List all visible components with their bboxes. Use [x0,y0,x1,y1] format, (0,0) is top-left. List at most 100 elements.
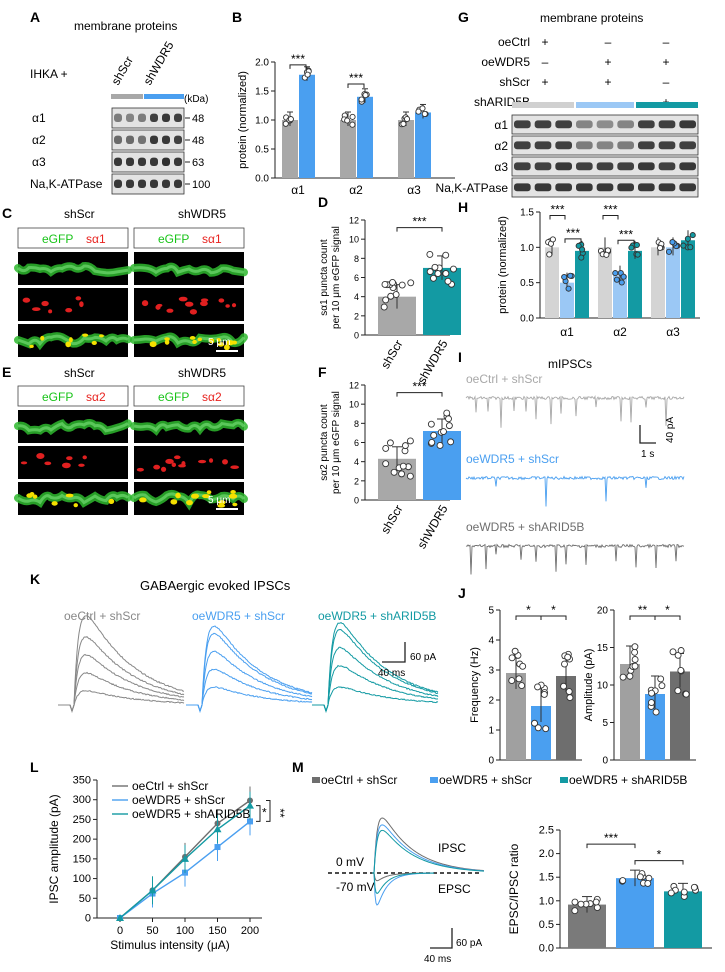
series-point [148,886,157,894]
scale-bar [382,642,406,663]
y-axis-label: per 10 μm eGFP signal [331,226,342,329]
data-point [406,472,414,480]
data-point [447,438,455,446]
panel-a-blot-band [174,179,182,188]
data-point [389,278,396,286]
panel-h-chart: 0.0 0.5 1.0 1.5 protein (normalized) α1 α2 α3 **… [497,203,700,339]
y-tick-label: 0.5 [255,145,269,156]
panel-a-blot-band [150,113,158,122]
panel-a-blot-band [126,113,134,122]
data-point [518,682,526,690]
data-point [406,437,414,445]
puncta [230,490,236,494]
x-tick-label: shScr [378,338,405,372]
panel-a-kda-label: 63 [192,157,204,169]
data-point [680,888,688,896]
y-tick-label: 0.0 [255,174,269,185]
significance-bracket [256,805,261,822]
significance-label: *** [550,203,564,217]
data-point [344,117,351,124]
y-tick-label: 50 [79,893,91,905]
y-axis-label: EPSC/IPSC ratio [507,843,521,934]
trace-label: oeWDR5 + shScr [466,452,559,466]
panel-g-blot-band [576,141,593,150]
data-point [687,244,694,251]
y-tick-label: 8 [354,254,359,264]
data-point [631,648,639,656]
bar-oeWDR5 + shARID5B [628,250,642,318]
panel-g-blot-band [617,162,634,171]
y-tick-label: 0 [354,496,359,506]
trace-label: oeWDR5 + shScr [192,609,285,623]
puncta [29,492,35,497]
x-tick-label: 0 [117,925,123,937]
significance-bracket [266,800,271,822]
puncta [136,467,144,472]
panel-a-blot-band [162,135,170,144]
y-tick-label: 1 [488,726,494,737]
data-point [382,444,390,452]
panel-a-blot-band [114,157,122,166]
bar-oeCtrl + shScr [506,673,526,760]
evoked-ipsc-trace [186,686,313,713]
y-tick-label: 10 [349,400,359,410]
data-point [674,687,682,695]
puncta [155,304,161,310]
significance-label: ** [273,808,287,818]
significance-label: *** [291,52,305,66]
puncta [141,300,149,307]
trace-type-label: IPSC [438,841,466,855]
x-tick-label: α3 [666,325,680,339]
y-tick-label: 250 [73,814,91,826]
puncta [160,466,167,472]
mipsc-trace [465,543,685,575]
series-point [116,914,124,921]
y-tick-label: 0 [602,756,608,767]
dendrite-egfp-core [17,334,129,347]
data-point [636,873,644,881]
data-point [669,239,676,246]
significance-bracket [634,860,684,865]
panel-f-chart: 0 2 4 6 8 10 12 sα2 puncta count per 10 μm eGFP … [319,380,461,551]
data-point [508,677,516,685]
data-point [403,115,411,123]
evoked-ipsc-trace [312,621,439,713]
data-point [511,647,519,655]
channel-label-egfp: eGFP [158,390,189,404]
panel-a-blot-band [126,157,134,166]
y-tick-label: 150 [73,853,91,865]
panel-g-blot-band [658,183,676,192]
panel-k-traces: oeCtrl + shScr oeWDR5 + shScr oeWDR5 + shA… [58,609,439,713]
dendrite-egfp-core [133,265,245,275]
data-point [647,699,655,707]
y-tick-label: 3 [488,666,494,677]
data-point [571,907,579,915]
panel-letter-g: G [458,9,469,25]
bar-shWDR5 [415,112,431,178]
mipsc-trace [465,394,685,428]
data-point [386,439,394,447]
puncta [185,301,194,307]
significance-bracket [602,215,619,220]
data-point [399,462,407,470]
panel-a-blot-band [114,179,122,188]
channel-label-egfp: eGFP [42,390,73,404]
data-point [560,682,568,690]
data-point [677,647,685,654]
evoked-ipsc-trace [186,625,313,713]
channel-label-box [133,385,245,407]
data-point [619,673,627,681]
panel-g-row-label: α1 [494,118,508,132]
data-point [445,415,452,423]
y-tick-label: 12 [349,216,359,226]
dendrite-egfp-core [16,264,129,275]
data-point [626,672,634,680]
panel-letter-e: E [2,364,11,380]
data-point [442,251,450,259]
puncta [190,493,200,499]
panel-g-blot-band [514,120,531,129]
panel-a-blot-band [138,157,146,166]
data-point [631,662,639,670]
puncta [231,340,238,345]
y-tick-label: 1.5 [520,208,534,219]
